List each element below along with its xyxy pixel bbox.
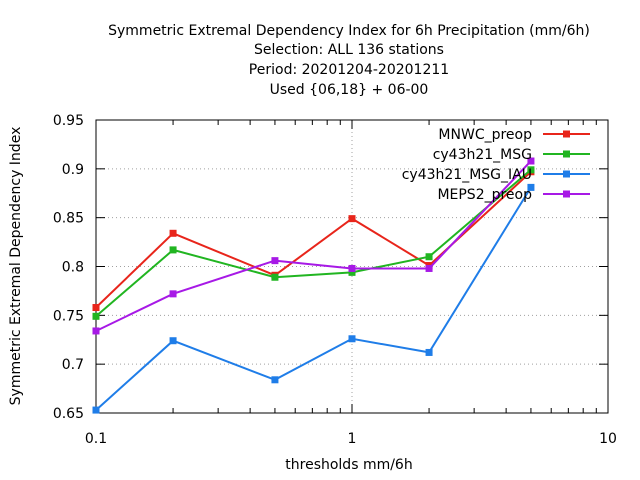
data-point — [271, 257, 279, 265]
data-point — [348, 264, 356, 272]
data-point — [169, 229, 177, 237]
data-point — [425, 348, 433, 356]
data-point — [527, 166, 535, 174]
chart-title-line-4: Used {06,18} + 06-00 — [270, 82, 429, 98]
data-point — [169, 246, 177, 254]
y-axis-label: Symmetric Extremal Dependency Index — [8, 127, 24, 406]
legend-label: MEPS2_preop — [437, 187, 532, 203]
x-axis-label: thresholds mm/6h — [285, 457, 412, 473]
y-tick-label: 0.85 — [53, 211, 84, 227]
data-point — [271, 273, 279, 281]
legend: MNWC_preop cy43h21_MSG cy43h21_MSG_IAU MEPS… — [402, 127, 590, 203]
series-line — [95, 169, 532, 318]
legend-label: MNWC_preop — [438, 127, 532, 143]
chart-title-line-1: Symmetric Extremal Dependency Index for … — [108, 23, 590, 39]
data-point — [271, 376, 279, 384]
data-point — [169, 290, 177, 298]
chart-title-line-3: Period: 20201204-20201211 — [249, 62, 449, 78]
series-line — [95, 186, 532, 411]
data-point — [527, 157, 535, 165]
data-point — [425, 253, 433, 261]
legend-entry: cy43h21_MSG_IAU — [402, 167, 590, 183]
legend-entry: MNWC_preop — [438, 127, 590, 143]
chart-title: Symmetric Extremal Dependency Index for … — [108, 23, 590, 98]
x-tick-label: 1 — [348, 431, 357, 447]
legend-swatch-marker — [563, 190, 570, 198]
series-MEPS2_preop — [92, 157, 535, 335]
x-tick-label: 0.1 — [85, 431, 107, 447]
y-tick-label: 0.7 — [62, 357, 84, 373]
data-point — [92, 327, 100, 335]
legend-entry: MEPS2_preop — [437, 187, 590, 203]
legend-label: cy43h21_MSG_IAU — [402, 167, 532, 183]
series-cy43h21_MSG_IAU — [92, 183, 535, 414]
x-tick-label: 10 — [599, 431, 617, 447]
y-tick-label: 0.9 — [62, 162, 84, 178]
data-point — [527, 183, 535, 191]
data-point — [92, 312, 100, 320]
data-point — [425, 264, 433, 272]
data-point — [169, 337, 177, 345]
y-tick-label: 0.8 — [62, 260, 84, 276]
legend-swatch-marker — [563, 170, 570, 178]
series-line — [95, 160, 532, 332]
data-point — [92, 406, 100, 414]
data-point — [92, 304, 100, 312]
plot-frame — [95, 119, 609, 414]
y-tick-label: 0.95 — [53, 113, 84, 129]
data-point — [348, 215, 356, 223]
data-point — [348, 268, 356, 276]
data-point — [348, 335, 356, 343]
y-tick-label: 0.75 — [53, 308, 84, 324]
legend-swatch-marker — [563, 130, 570, 138]
y-tick-label: 0.65 — [53, 406, 84, 422]
series-cy43h21_MSG — [92, 166, 535, 320]
axes: 0.65 0.7 0.75 0.8 0.85 0.9 0.95 0.1 1 10 — [53, 113, 617, 447]
legend-label: cy43h21_MSG — [433, 147, 532, 163]
legend-entry: cy43h21_MSG — [433, 147, 590, 163]
legend-swatch-marker — [563, 150, 570, 158]
chart-title-line-2: Selection: ALL 136 stations — [254, 42, 444, 58]
data-series — [92, 157, 535, 414]
